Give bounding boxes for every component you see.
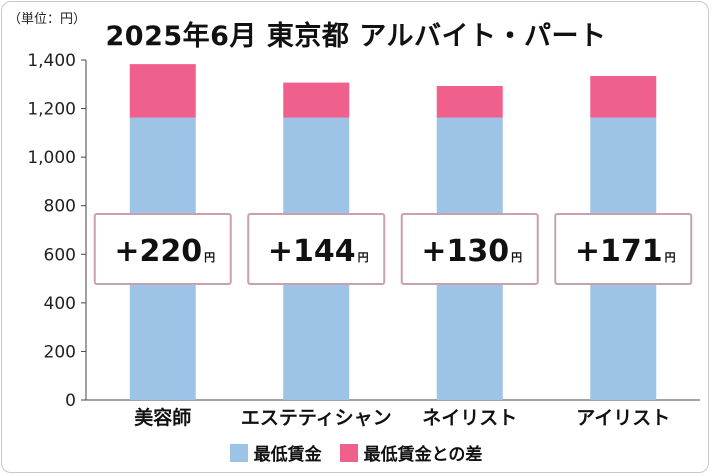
y-tick-label: 400 — [44, 294, 76, 314]
bar-diff — [590, 76, 657, 118]
legend-swatch-min-wage — [229, 443, 248, 462]
y-tick-label: 1,200 — [27, 100, 76, 120]
diff-label-unit: 円 — [511, 251, 522, 264]
diff-label-value: +144 — [268, 234, 356, 269]
legend-item-min-wage: 最低賃金 — [229, 440, 322, 465]
diff-label: +144 円 — [268, 234, 369, 269]
diff-label-unit: 円 — [358, 251, 369, 264]
x-category-label: エステティシャン — [241, 407, 392, 429]
x-category-label: 美容師 — [134, 406, 191, 429]
chart-title: 2025年6月 東京都 アルバイト・パート — [105, 21, 607, 52]
diff-label-box — [93, 213, 232, 285]
y-tick-label: 1,000 — [27, 148, 76, 168]
bar-diff — [129, 64, 196, 118]
diff-label-unit: 円 — [204, 251, 215, 264]
y-tick-label: 800 — [44, 197, 76, 217]
diff-label-box — [247, 213, 386, 285]
diff-label: +171 円 — [575, 234, 676, 269]
y-tick-label: 1,400 — [27, 51, 76, 71]
bar-diff — [283, 82, 350, 118]
y-tick-label: 0 — [65, 391, 76, 411]
diff-label-box — [400, 213, 539, 285]
diff-label-box — [554, 213, 693, 285]
x-category-label: アイリスト — [576, 407, 670, 429]
diff-label-value: +130 — [421, 234, 509, 269]
legend-label-min-wage: 最低賃金 — [253, 445, 322, 465]
legend: 最低賃金 最低賃金との差 — [0, 440, 712, 465]
unit-label: （単位：円） — [8, 12, 87, 27]
legend-swatch-diff — [339, 443, 358, 462]
y-tick-label: 600 — [44, 245, 76, 265]
diff-label-value: +220 — [114, 234, 202, 269]
legend-item-diff: 最低賃金との差 — [339, 440, 483, 465]
diff-label-value: +171 — [575, 234, 663, 269]
legend-label-diff: 最低賃金との差 — [363, 445, 483, 465]
diff-label: +220 円 — [114, 234, 215, 269]
x-category-label: ネイリスト — [422, 407, 517, 429]
diff-label-unit: 円 — [665, 251, 676, 264]
y-tick-label: 200 — [44, 342, 76, 362]
bar-diff — [436, 85, 503, 118]
diff-label: +130 円 — [421, 234, 522, 269]
